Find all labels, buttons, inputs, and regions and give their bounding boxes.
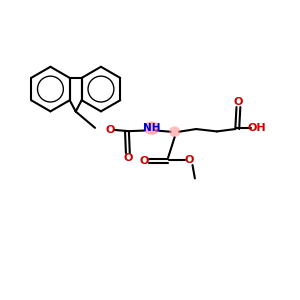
Text: O: O [234, 97, 243, 107]
Text: O: O [123, 154, 132, 164]
Text: NH: NH [143, 123, 160, 133]
Text: OH: OH [248, 124, 267, 134]
Text: O: O [184, 155, 194, 165]
Ellipse shape [169, 126, 180, 137]
Text: O: O [106, 125, 115, 135]
Text: O: O [140, 156, 149, 166]
Ellipse shape [144, 122, 160, 135]
